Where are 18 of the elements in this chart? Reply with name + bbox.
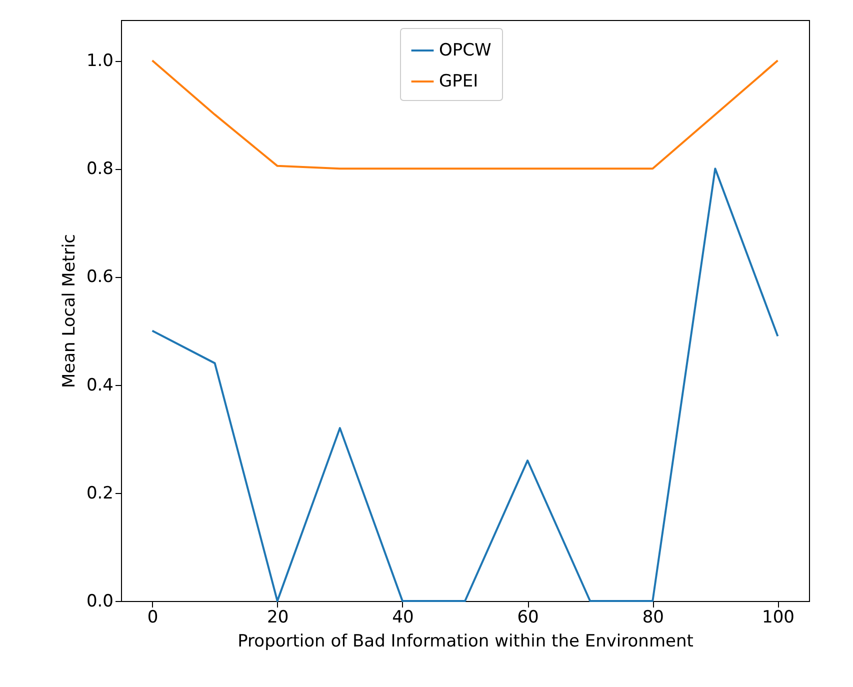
line-series [151, 60, 779, 170]
x-tick-label: 80 [642, 608, 664, 628]
x-tick-label: 100 [762, 608, 794, 628]
line-series [151, 168, 779, 602]
x-tick-label: 0 [147, 608, 158, 628]
legend-label: OPCW [439, 40, 492, 60]
y-tick-label: 0.8 [86, 159, 114, 180]
x-tick-label: 40 [392, 608, 414, 628]
legend-label: GPEI [439, 72, 478, 92]
y-axis-title: Mean Local Metric [59, 234, 80, 388]
x-axis-title: Proportion of Bad Information within the Environment [238, 632, 694, 652]
y-tick-label: 0.6 [86, 267, 114, 288]
x-tick-label: 60 [517, 608, 539, 628]
y-tick-label: 0.0 [86, 592, 114, 612]
y-tick-label: 0.2 [86, 483, 114, 504]
y-tick-label: 1.0 [86, 51, 114, 72]
y-tick-label: 0.4 [86, 375, 114, 396]
x-tick-label: 20 [267, 608, 289, 628]
